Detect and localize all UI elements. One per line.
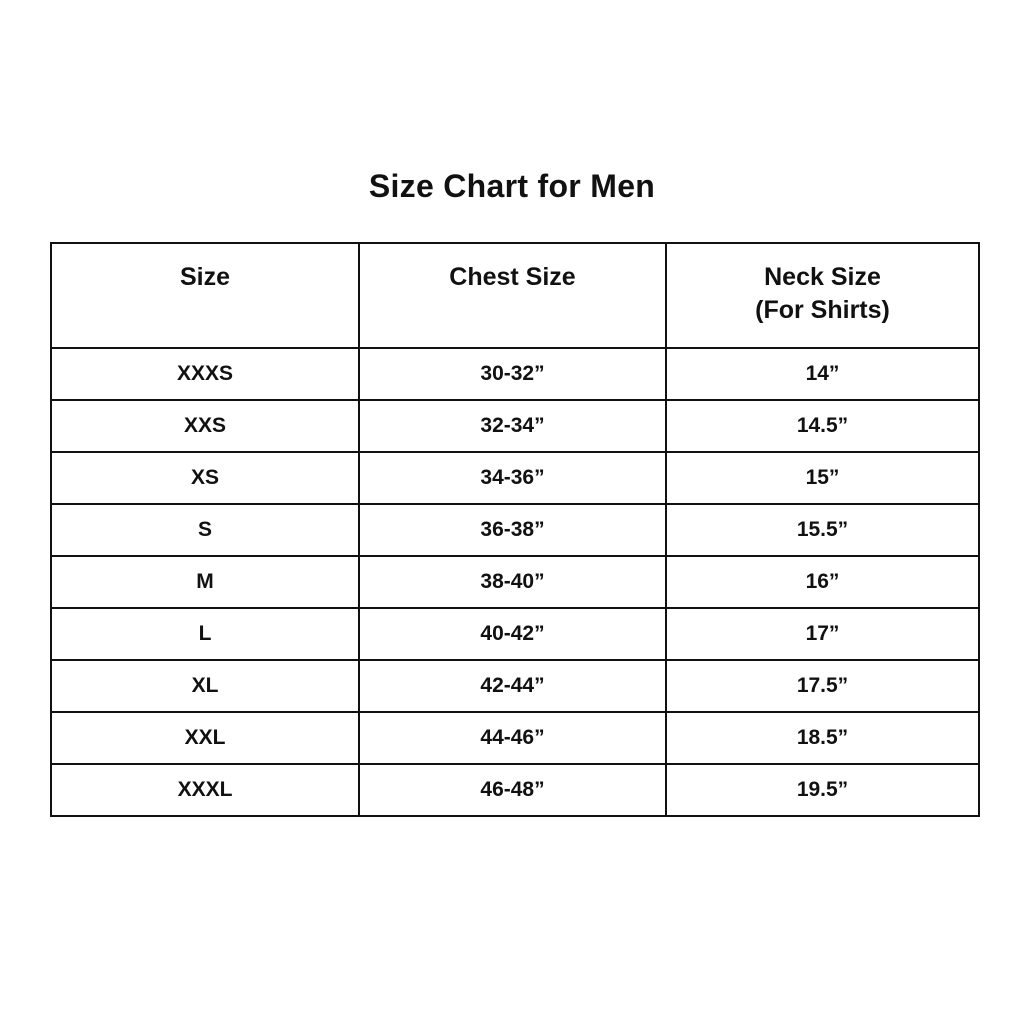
neck-size-cell: 18.5” <box>665 711 980 765</box>
neck-size-cell: 17” <box>665 607 980 661</box>
chest-size-cell: 40-42” <box>358 607 667 661</box>
table-row: XXL 44-46” 18.5” <box>50 711 980 765</box>
size-cell: XXXS <box>50 347 360 401</box>
size-cell: XXS <box>50 399 360 453</box>
neck-size-cell: 16” <box>665 555 980 609</box>
size-chart-table: Size Chest Size Neck Size (For Shirts) X… <box>50 242 980 817</box>
neck-size-header-line2: (For Shirts) <box>755 295 890 324</box>
size-cell: M <box>50 555 360 609</box>
table-row: XXS 32-34” 14.5” <box>50 399 980 453</box>
chest-size-cell: 30-32” <box>358 347 667 401</box>
neck-size-cell: 14.5” <box>665 399 980 453</box>
column-header-neck-size: Neck Size (For Shirts) <box>665 242 980 349</box>
table-row: S 36-38” 15.5” <box>50 503 980 557</box>
neck-size-cell: 15.5” <box>665 503 980 557</box>
size-cell: L <box>50 607 360 661</box>
neck-size-cell: 17.5” <box>665 659 980 713</box>
chest-size-cell: 36-38” <box>358 503 667 557</box>
neck-size-header-line1: Neck Size <box>764 263 881 291</box>
chest-size-cell: 38-40” <box>358 555 667 609</box>
column-header-size: Size <box>50 242 360 349</box>
size-cell: XXXL <box>50 763 360 817</box>
size-cell: XS <box>50 451 360 505</box>
neck-size-cell: 15” <box>665 451 980 505</box>
chest-size-cell: 46-48” <box>358 763 667 817</box>
table-row: M 38-40” 16” <box>50 555 980 609</box>
size-cell: S <box>50 503 360 557</box>
table-header-row: Size Chest Size Neck Size (For Shirts) <box>50 242 980 349</box>
neck-size-cell: 14” <box>665 347 980 401</box>
chest-size-cell: 42-44” <box>358 659 667 713</box>
table-row: L 40-42” 17” <box>50 607 980 661</box>
table-row: XXXS 30-32” 14” <box>50 347 980 401</box>
neck-size-cell: 19.5” <box>665 763 980 817</box>
table-row: XS 34-36” 15” <box>50 451 980 505</box>
size-table-body: XXXS 30-32” 14” XXS 32-34” 14.5” XS 34-36” 15” S 3… <box>50 347 980 817</box>
chest-size-cell: 44-46” <box>358 711 667 765</box>
table-row: XL 42-44” 17.5” <box>50 659 980 713</box>
size-cell: XXL <box>50 711 360 765</box>
size-cell: XL <box>50 659 360 713</box>
column-header-chest-size: Chest Size <box>358 242 667 349</box>
chest-size-cell: 34-36” <box>358 451 667 505</box>
page-title: Size Chart for Men <box>368 168 656 204</box>
chest-size-cell: 32-34” <box>358 399 667 453</box>
table-row: XXXL 46-48” 19.5” <box>50 763 980 817</box>
